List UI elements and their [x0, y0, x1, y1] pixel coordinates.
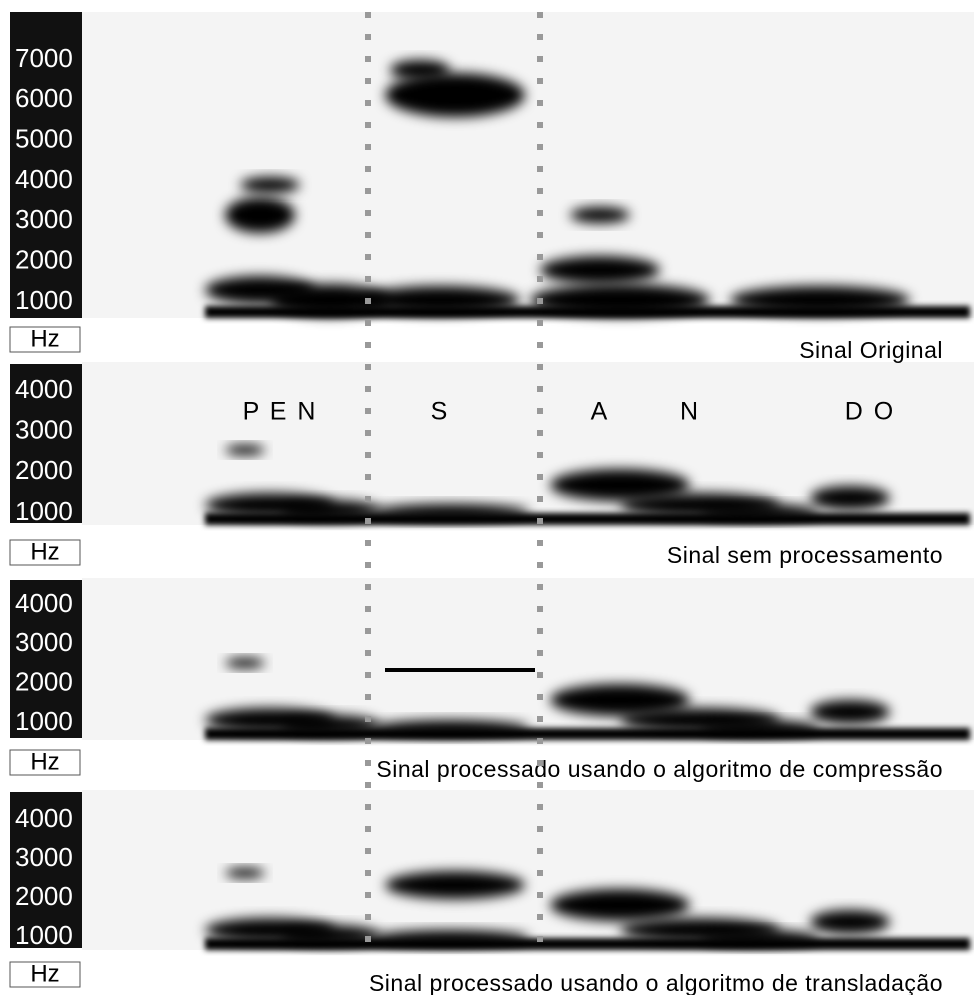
energy-region [540, 256, 660, 284]
y-tick-label: 4000 [15, 588, 73, 618]
y-tick-label: 2000 [15, 455, 73, 485]
energy-region [390, 60, 450, 80]
energy-region [700, 930, 820, 946]
energy-region [530, 284, 710, 316]
phoneme-label: P E N [243, 398, 318, 426]
y-tick-label: 1000 [15, 496, 73, 526]
y-tick-label: 5000 [15, 124, 73, 154]
unit-label: Hz [30, 538, 59, 565]
energy-region [280, 500, 380, 520]
energy-region [570, 207, 630, 223]
energy-region [370, 930, 530, 946]
energy-region [240, 177, 300, 193]
formant-line [385, 668, 535, 672]
y-tick-label: 3000 [15, 415, 73, 445]
energy-region [370, 720, 530, 736]
energy-region [810, 910, 890, 934]
energy-region [225, 868, 265, 878]
y-tick-label: 4000 [15, 374, 73, 404]
y-tick-label: 3000 [15, 204, 73, 234]
energy-region [225, 658, 265, 668]
y-tick-label: 6000 [15, 83, 73, 113]
phoneme-label: N [680, 398, 700, 426]
y-tick-label: 1000 [15, 706, 73, 736]
y-tick-label: 3000 [15, 842, 73, 872]
energy-region [385, 871, 525, 899]
y-tick-label: 3000 [15, 627, 73, 657]
panel-caption: Sinal processado usando o algoritmo de t… [369, 970, 943, 995]
phoneme-label: S [431, 398, 450, 426]
energy-region [385, 73, 525, 117]
energy-region [360, 286, 520, 314]
spectrogram-background [82, 12, 974, 318]
y-tick-label: 4000 [15, 164, 73, 194]
y-tick-label: 2000 [15, 245, 73, 275]
y-tick-label: 2000 [15, 667, 73, 697]
energy-region [810, 486, 890, 510]
panel-caption: Sinal Original [799, 337, 943, 363]
y-tick-label: 4000 [15, 803, 73, 833]
energy-region [810, 700, 890, 724]
y-tick-label: 2000 [15, 881, 73, 911]
energy-region [700, 720, 820, 736]
energy-region [370, 504, 530, 520]
energy-region [225, 445, 265, 455]
y-tick-label: 7000 [15, 43, 73, 73]
panel-caption: Sinal sem processamento [667, 542, 943, 568]
energy-region [225, 197, 295, 233]
unit-label: Hz [30, 325, 59, 352]
y-tick-label: 1000 [15, 285, 73, 315]
phoneme-label: A [591, 398, 610, 426]
energy-region [550, 889, 690, 921]
energy-region [730, 286, 910, 314]
y-tick-label: 1000 [15, 920, 73, 950]
spectrograms [82, 12, 974, 950]
phoneme-label: D O [845, 398, 895, 426]
figure: 7000 6000 5000 4000 3000 2000 1000 Hz Sinal Orig… [0, 0, 974, 995]
panel-caption: Sinal processado usando o algoritmo de c… [376, 756, 943, 782]
unit-label: Hz [30, 748, 59, 775]
energy-region [700, 504, 820, 520]
unit-label: Hz [30, 960, 59, 987]
